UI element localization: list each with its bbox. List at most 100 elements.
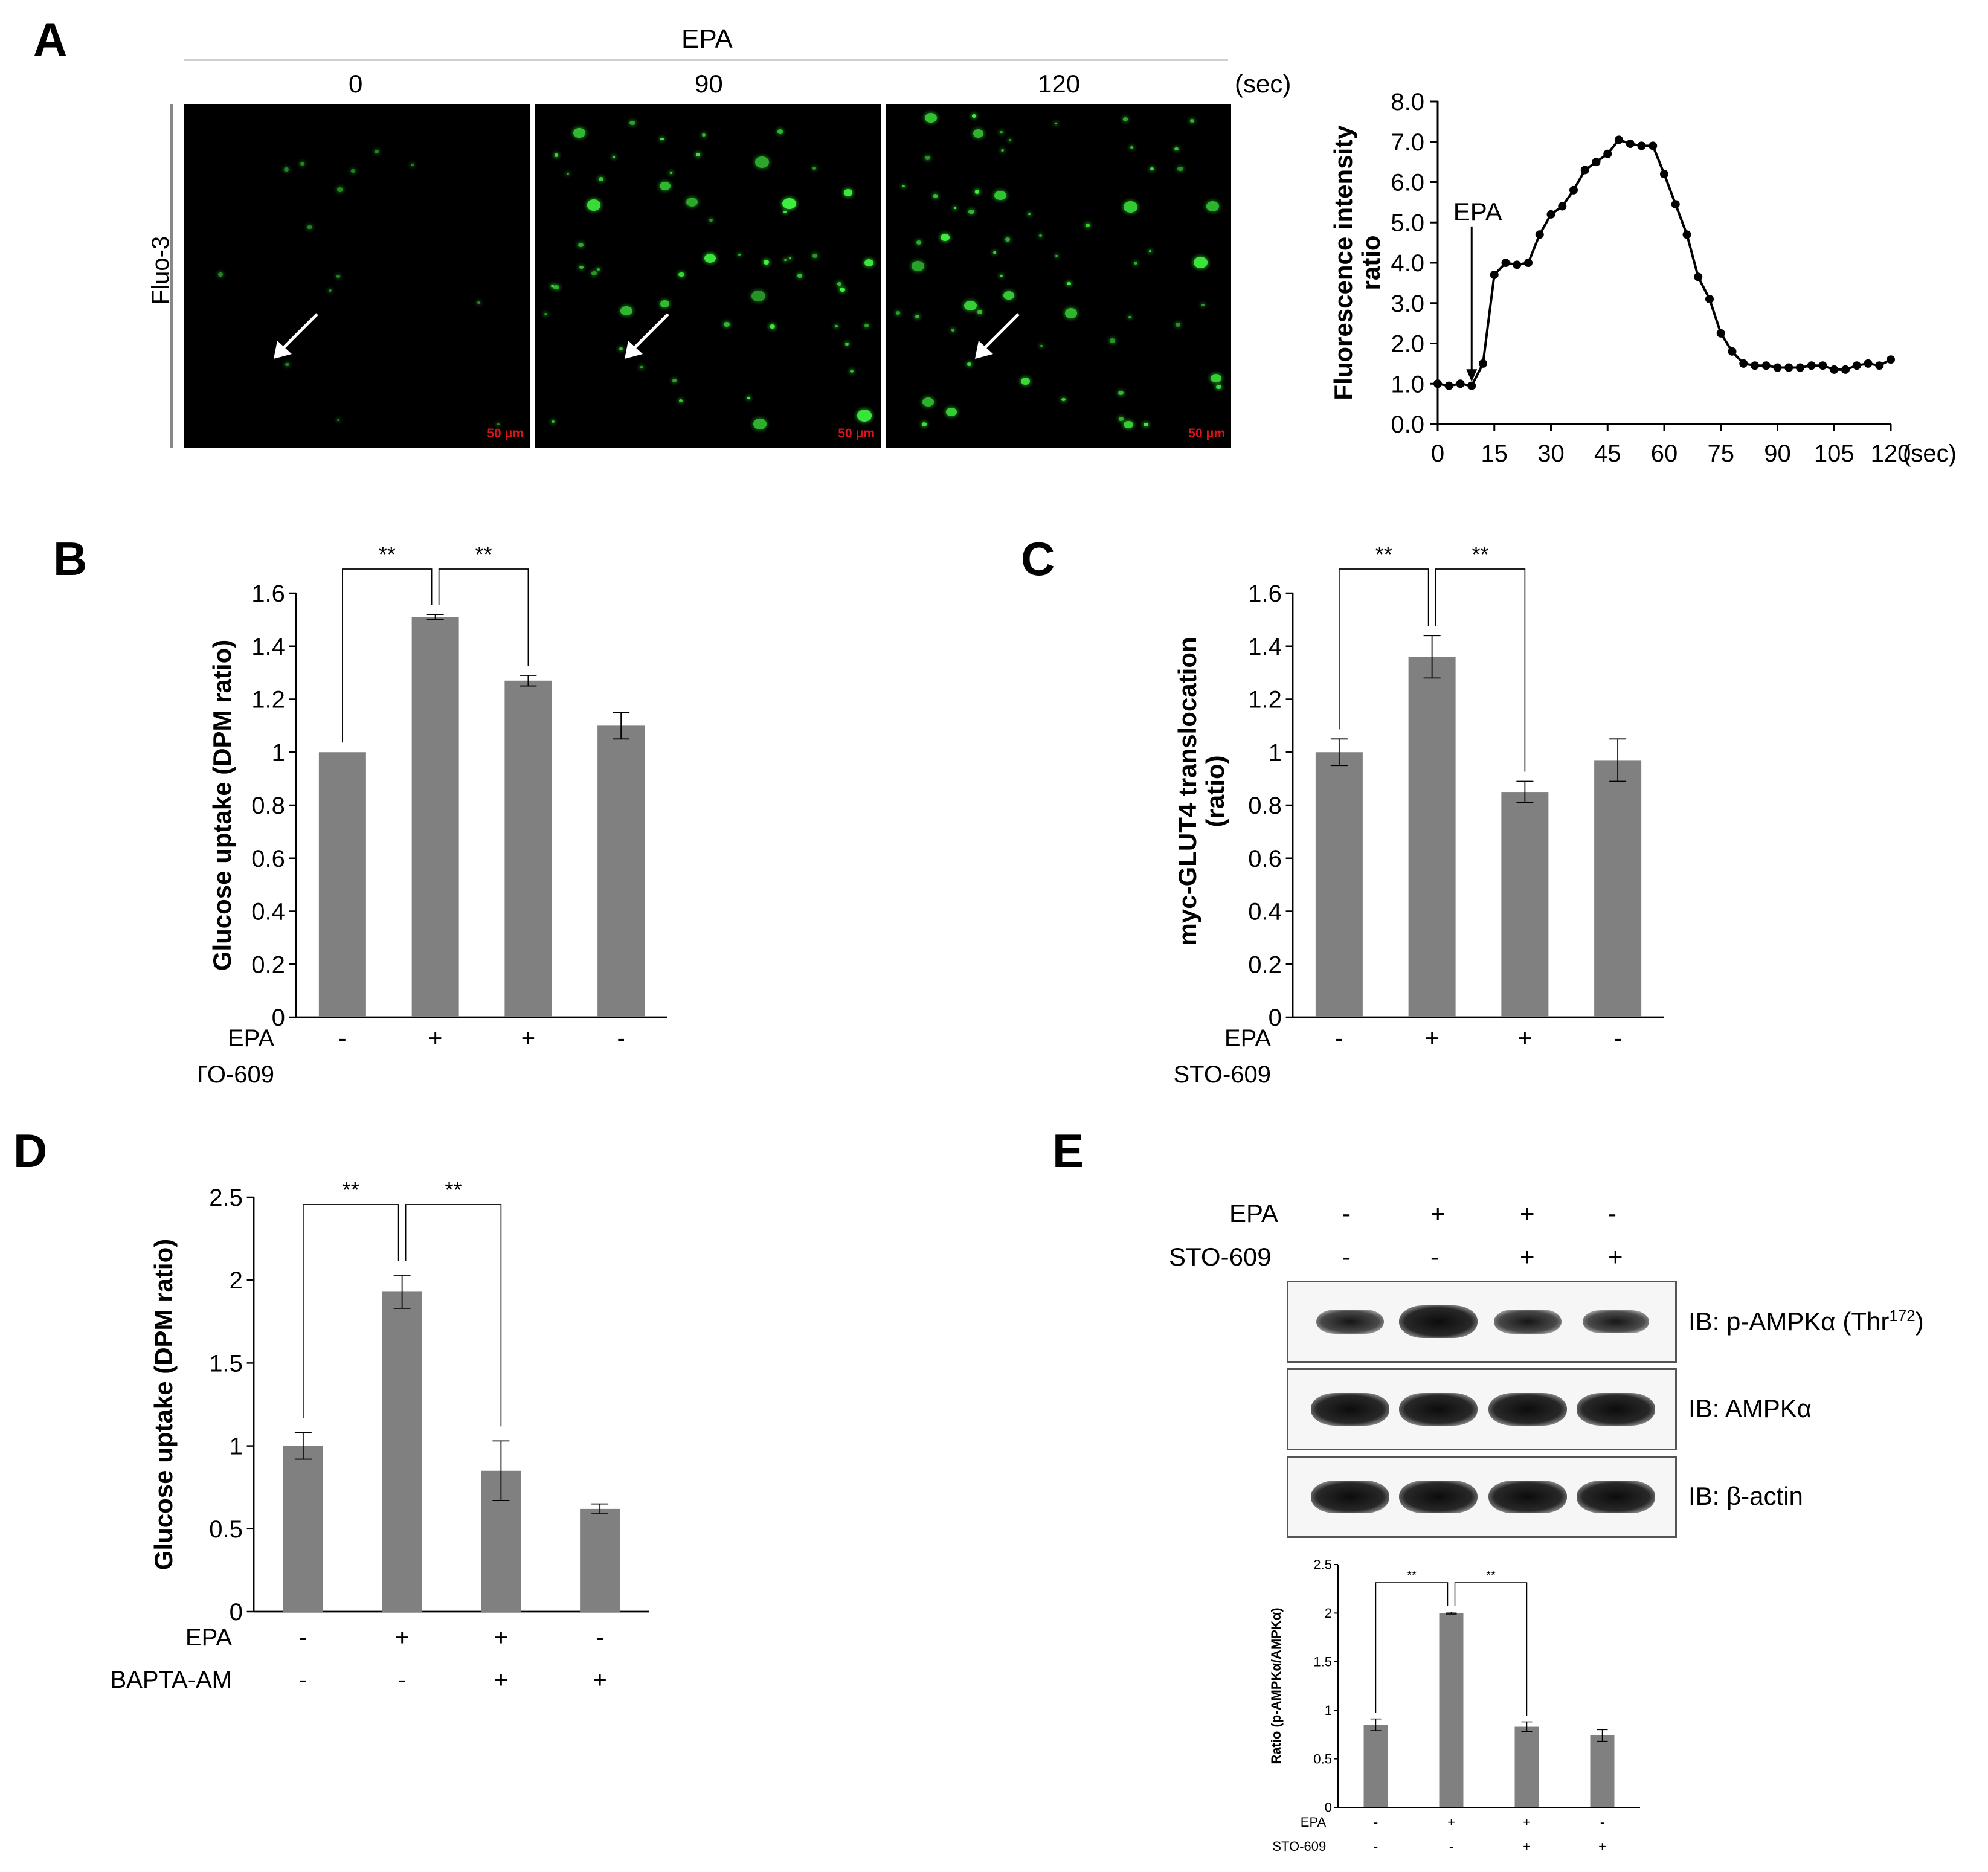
fluorescent-cell xyxy=(967,362,971,366)
fluorescent-cell xyxy=(1000,274,1003,277)
y-tick-label: 7.0 xyxy=(1391,129,1424,156)
fluorescent-cell xyxy=(723,321,730,327)
y-tick-label: 0.6 xyxy=(251,846,285,872)
data-point xyxy=(1682,230,1691,239)
fluorescent-cell xyxy=(857,410,872,422)
blot-band xyxy=(1488,1481,1567,1513)
significance-bracket xyxy=(405,1204,502,1427)
fluorescent-cell xyxy=(640,365,643,369)
fluorescent-cell xyxy=(551,285,554,288)
fluorescent-cell xyxy=(1118,417,1124,421)
fluorescent-cell xyxy=(788,257,791,260)
blot-band xyxy=(1311,1481,1389,1513)
glucose-uptake-chart-d: 0 0.5 1 1.5 2 2.5 Glucose uptake (DPM ratio) EP… xyxy=(110,1177,649,1693)
fluorescent-cell xyxy=(285,363,289,367)
y-tick-label: 1 xyxy=(1325,1703,1332,1718)
stain-label: Fluo-3 xyxy=(147,236,175,305)
fluorescent-cell xyxy=(1175,322,1181,327)
data-point xyxy=(1513,260,1522,269)
fluorescent-cell xyxy=(678,272,684,277)
fluorescent-cell xyxy=(973,129,984,138)
fluorescent-cell xyxy=(1144,423,1148,427)
significance-bracket xyxy=(1454,1582,1528,1716)
significance-label: ** xyxy=(1486,1569,1496,1582)
y-tick-label: 0 xyxy=(1325,1800,1332,1815)
fluorescent-cell xyxy=(895,311,900,315)
treatment-sign: - xyxy=(299,1624,307,1651)
blot-band xyxy=(1494,1310,1562,1334)
fluorescent-cell xyxy=(812,167,816,170)
x-tick-label: 60 xyxy=(1651,440,1678,467)
y-tick-label: 1 xyxy=(272,739,285,766)
data-point xyxy=(1705,295,1714,304)
x-tick-label: 45 xyxy=(1594,440,1621,467)
fluorescent-cell xyxy=(940,234,950,242)
fluorescent-cell xyxy=(410,163,414,167)
fluorescent-cell xyxy=(1028,213,1031,216)
fluorescent-cell xyxy=(751,290,765,302)
x-tick-label: 120 xyxy=(1871,440,1911,467)
stain-bracket xyxy=(170,104,173,448)
data-point xyxy=(1875,361,1884,370)
fluorescent-cell xyxy=(951,329,955,332)
fluorescent-cell xyxy=(1066,281,1071,286)
data-point xyxy=(1784,363,1793,372)
fluorescent-cell xyxy=(1040,345,1043,347)
x-tick-label: 30 xyxy=(1537,440,1565,467)
y-tick-label: 1.6 xyxy=(251,581,285,607)
treatment-label: STO-609 xyxy=(1272,1839,1326,1854)
panel-label-a: A xyxy=(33,13,68,66)
blot-treatment-sign: + xyxy=(1520,1199,1535,1227)
scale-bar-label: 50 μm xyxy=(1188,426,1225,440)
fluorescent-cell xyxy=(797,274,803,278)
treatment-sign: + xyxy=(1518,1025,1532,1052)
blot-treatment-sign: - xyxy=(1342,1243,1351,1271)
y-tick-label: 1.5 xyxy=(1313,1655,1332,1670)
time-label-0: 0 xyxy=(349,69,363,98)
fluorescent-cell xyxy=(1020,377,1031,385)
fluorescent-cell xyxy=(579,266,584,269)
fluorescent-cell xyxy=(1001,149,1004,152)
treatment-label: EPA xyxy=(185,1624,232,1651)
significance-label: ** xyxy=(379,544,396,567)
fluorescent-cell xyxy=(1201,303,1205,307)
data-point xyxy=(1490,271,1499,280)
blot-band xyxy=(1577,1393,1655,1426)
data-point xyxy=(1841,365,1850,374)
fluorescent-cell xyxy=(953,207,956,210)
fluorescent-cell xyxy=(1054,122,1058,125)
fluorescent-cell xyxy=(738,253,741,256)
data-point xyxy=(1852,361,1861,370)
significance-label: ** xyxy=(445,1177,462,1202)
treatment-sign: + xyxy=(1523,1815,1531,1830)
blot-treatment-sign: - xyxy=(1608,1199,1616,1227)
bar xyxy=(597,725,645,1017)
data-point xyxy=(1761,361,1771,370)
fluorescent-cell xyxy=(553,285,559,289)
time-label-90: 90 xyxy=(695,69,723,98)
fluorescent-cell xyxy=(660,137,664,141)
fluorescent-cell xyxy=(1216,384,1222,389)
fluorescent-cell xyxy=(1123,201,1138,213)
fluorescent-cell xyxy=(336,419,340,422)
fluorescent-cell xyxy=(925,155,931,161)
fluorescent-cell xyxy=(1206,201,1220,212)
fluorescent-cell xyxy=(783,210,787,214)
significance-bracket xyxy=(303,1204,399,1418)
bar xyxy=(318,752,366,1017)
significance-bracket xyxy=(438,568,529,666)
fluorescent-cell xyxy=(704,253,716,263)
data-point xyxy=(1660,170,1668,179)
blot-band xyxy=(1583,1310,1649,1333)
data-point xyxy=(1694,272,1703,281)
y-tick-label: 0 xyxy=(1269,1005,1282,1031)
y-tick-label: 2.0 xyxy=(1391,331,1424,358)
fluorescent-cell xyxy=(812,254,817,258)
fluorescent-cell xyxy=(921,422,927,426)
fluorescent-cell xyxy=(933,194,938,198)
data-point xyxy=(1728,347,1737,356)
x-tick-label: 105 xyxy=(1814,440,1855,467)
fluorescent-cell xyxy=(566,172,570,175)
bar xyxy=(1363,1725,1388,1807)
bar xyxy=(382,1291,422,1612)
